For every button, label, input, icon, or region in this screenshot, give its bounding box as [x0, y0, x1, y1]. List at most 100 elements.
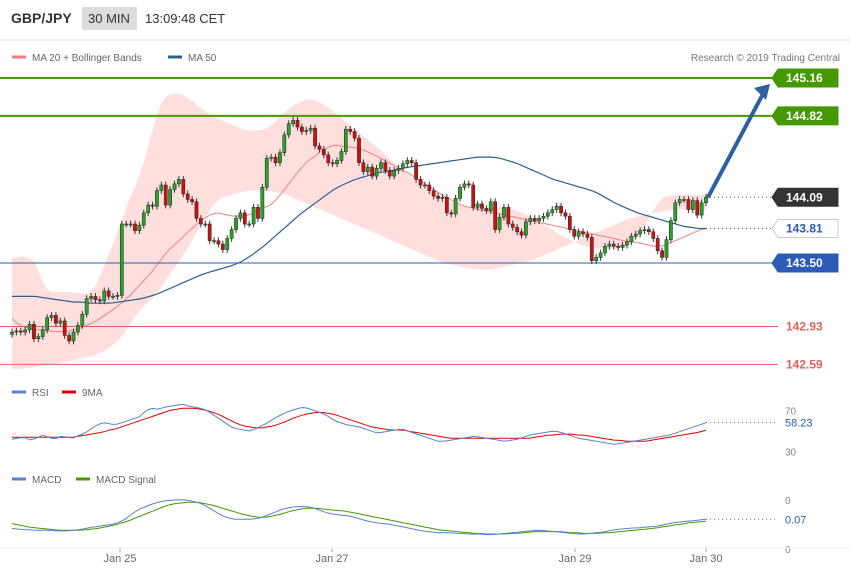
candle-body	[546, 212, 550, 217]
candle-body	[567, 215, 572, 230]
candle-body	[497, 217, 502, 230]
candle-body	[49, 315, 54, 318]
rsi-tick-70: 70	[785, 406, 797, 417]
rsi-current-label: 58.23	[785, 417, 813, 429]
level-145-16-tag	[771, 68, 839, 88]
candle-body	[163, 184, 168, 206]
candle-body	[234, 218, 238, 230]
candle-body	[308, 127, 313, 131]
candle-body	[194, 201, 199, 219]
candle-body	[207, 223, 212, 241]
candle-body	[282, 134, 287, 153]
candle-body	[686, 199, 691, 210]
candle-body	[54, 315, 58, 324]
candle-body	[462, 183, 467, 188]
timeframe-badge[interactable]	[82, 7, 137, 30]
legend-label-macd: MACD	[32, 475, 61, 486]
date-label-0: Jan 25	[103, 553, 136, 565]
candle-body	[361, 162, 366, 172]
legend-label-bollinger: MA 20 + Bollinger Bands	[32, 53, 142, 64]
macd-tick-0: 0	[785, 496, 791, 507]
date-label-2: Jan 29	[558, 553, 591, 565]
candle-body	[172, 183, 177, 190]
candle-body	[423, 184, 427, 187]
candle-body	[317, 145, 322, 150]
level-144-09-tag	[771, 187, 839, 207]
candle-body	[519, 231, 524, 236]
candle-body	[146, 204, 151, 214]
candle-body	[251, 207, 256, 225]
legend-label-ma50: MA 50	[188, 53, 217, 64]
candle-body	[10, 331, 14, 335]
candle-body	[370, 166, 375, 177]
ma50-line	[12, 156, 706, 304]
candle-body	[89, 296, 93, 299]
level-144-82-tag	[771, 106, 839, 126]
candle-body	[664, 239, 669, 258]
candle-body	[682, 199, 686, 201]
candle-body	[352, 131, 357, 139]
credit-text: Research © 2019 Trading Central	[691, 53, 840, 64]
rsi-9ma-line	[12, 407, 707, 442]
candle-body	[581, 231, 585, 235]
candle-body	[343, 129, 348, 152]
projection-arrow	[706, 91, 766, 199]
candle-body	[532, 218, 537, 221]
candle-body	[647, 229, 651, 233]
timeframe-label: 30 MIN	[88, 11, 130, 26]
candle-body	[313, 127, 317, 147]
candle-body	[642, 229, 647, 231]
candle-body	[18, 330, 23, 333]
candle-body	[444, 197, 449, 214]
candle-body	[638, 230, 642, 235]
candle-body	[585, 233, 590, 238]
candle-body	[203, 223, 208, 226]
candle-body	[168, 189, 172, 206]
candle-body	[242, 212, 247, 225]
legend-label-rsi: RSI	[32, 388, 49, 399]
candle-body	[220, 243, 225, 250]
candle-body	[480, 203, 484, 209]
candle-body	[576, 231, 581, 237]
candle-body	[673, 202, 678, 221]
candle-body	[119, 223, 124, 296]
candle-body	[32, 324, 36, 340]
macd-signal-line	[11, 501, 707, 535]
candle-body	[80, 314, 85, 326]
candle-body	[524, 221, 528, 236]
candle-body	[418, 179, 423, 186]
candle-body	[515, 227, 519, 233]
candle-body	[458, 186, 462, 199]
candle-body	[335, 160, 339, 165]
candle-body	[704, 197, 708, 204]
candle-body	[453, 198, 458, 215]
candle-body	[572, 229, 577, 237]
candle-body	[594, 257, 599, 262]
candle-body	[260, 186, 265, 219]
candle-body	[589, 237, 594, 262]
level-142-59-label: 142.59	[786, 357, 823, 371]
candle-body	[247, 223, 252, 226]
candle-body	[159, 184, 164, 191]
candle-body	[348, 129, 353, 132]
candle-body	[598, 252, 603, 258]
candle-body	[27, 324, 32, 331]
candle-body	[365, 166, 370, 172]
candle-body	[106, 290, 111, 297]
candle-body	[155, 190, 159, 207]
candle-body	[111, 296, 115, 298]
candle-body	[229, 229, 234, 239]
timestamp: 13:09:48 CET	[145, 11, 225, 26]
level-144-09-label: 144.09	[786, 190, 823, 204]
candle-body	[177, 179, 181, 185]
candle-body	[655, 238, 660, 251]
candle-body	[286, 123, 291, 136]
level-143-50-label: 143.50	[786, 256, 823, 270]
candle-body	[405, 160, 410, 165]
level-145-16-label: 145.16	[786, 71, 823, 85]
candle-body	[67, 335, 71, 342]
candle-body	[300, 126, 304, 132]
legend-label-9ma: 9MA	[82, 388, 103, 399]
candle-body	[36, 336, 41, 340]
candle-body	[124, 223, 129, 226]
